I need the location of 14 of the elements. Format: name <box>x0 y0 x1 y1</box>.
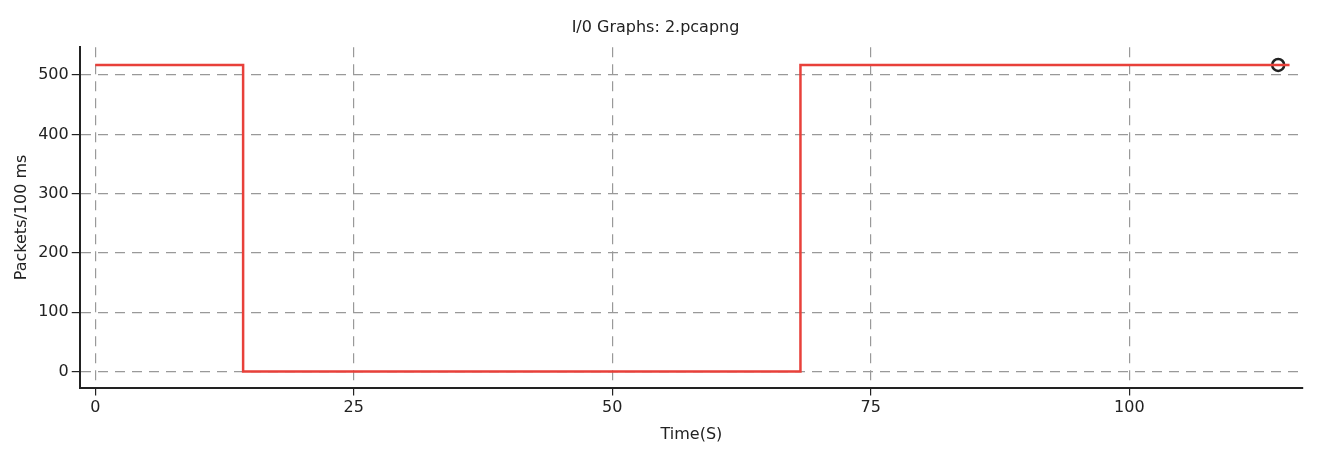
y-tick-label: 400 <box>38 123 69 143</box>
y-tick-label: 100 <box>38 301 69 321</box>
x-tick-label: 50 <box>602 397 623 417</box>
y-tick-label: 0 <box>58 360 69 380</box>
y-tick-label: 500 <box>38 64 69 84</box>
y-tick-label: 200 <box>38 242 69 262</box>
y-tick-label: 300 <box>38 182 69 202</box>
x-tick-label: 100 <box>1114 397 1145 417</box>
y-axis-title: Packets/100 ms <box>10 154 30 281</box>
x-axis-title: Time(S) <box>659 423 723 443</box>
x-tick-label: 25 <box>343 397 364 417</box>
x-tick-label: 0 <box>90 397 101 417</box>
x-tick-label: 75 <box>860 397 881 417</box>
chart-title: I/0 Graphs: 2.pcapng <box>571 16 740 36</box>
